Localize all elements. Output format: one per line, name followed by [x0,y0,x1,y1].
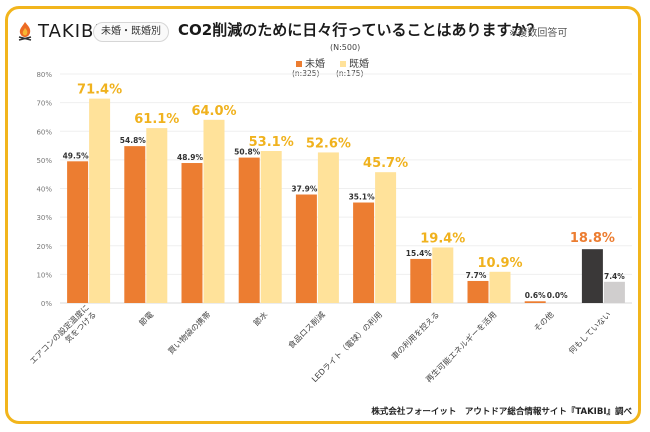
y-tick-label: 70% [36,100,52,108]
y-tick-label: 60% [36,128,52,136]
data-label-unmarried: 50.8% [234,148,261,157]
data-label-unmarried: 15.4% [406,249,433,258]
data-label-married: 61.1% [134,112,179,127]
bar-married [146,128,168,303]
data-label-unmarried: 35.1% [349,193,376,202]
x-tick-label: 節水 [251,309,269,327]
x-tick-label-line: 買い物袋の携帯 [166,309,213,356]
x-tick-label: 買い物袋の携帯 [166,309,213,356]
x-tick-label: 何もしていない [566,309,613,356]
x-tick-label: 食品ロス削減 [286,309,327,350]
bar-unmarried [467,280,489,303]
x-tick-label-line: その他 [532,309,556,333]
y-tick-label: 10% [36,271,52,279]
data-label-unmarried: 18.8% [570,231,615,246]
y-tick-label: 0% [41,300,52,308]
data-label-married: 7.4% [604,272,625,281]
y-tick-label: 80% [36,71,52,79]
segment-badge: 未婚・既婚別 [93,22,169,42]
x-tick-label-line: 節電 [137,309,155,327]
source-credit: 株式会社フォーイット アウトドア総合情報サイト『TAKIBI』調べ [371,407,632,417]
y-tick-label: 50% [36,157,52,165]
data-label-married: 53.1% [249,135,294,150]
bar-married [603,281,625,303]
bar-unmarried [181,163,203,303]
data-label-unmarried: 48.9% [177,153,204,162]
bar-unmarried [295,194,317,303]
bar-married [489,271,511,303]
legend-label-married: 既婚 [349,59,369,70]
data-label-married: 52.6% [306,136,351,151]
bar-unmarried [67,161,89,303]
data-label-married: 45.7% [363,156,408,171]
legend-label-unmarried: 未婚 [305,59,325,70]
x-tick-label-line: 節水 [251,309,269,327]
data-label-married: 0.0% [547,291,568,300]
x-tick-label: 節電 [137,309,155,327]
data-label-married: 64.0% [191,104,236,119]
legend-item-unmarried: 未婚 [296,55,325,70]
data-label-unmarried: 7.7% [466,271,487,280]
multiple-answer-note: ※複数回答可 [509,28,568,39]
data-label-unmarried: 37.9% [291,185,318,194]
bar-married [203,119,225,303]
bar-married [317,152,339,303]
x-tick-label-line: 何もしていない [566,309,613,356]
bar-unmarried [238,157,260,303]
x-tick-label: 車の利用を控える [389,309,441,361]
bar-married [89,98,111,304]
x-tick-label-line: 車の利用を控える [389,309,441,361]
legend-item-married: 既婚 [340,55,369,70]
chart-title: CO2削減のために日々行っていることはありますか？ [178,21,542,39]
x-tick-label: その他 [532,309,556,333]
data-label-unmarried: 49.5% [63,151,90,160]
data-label-unmarried: 0.6% [525,291,546,300]
y-tick-label: 20% [36,243,52,251]
bar-unmarried [353,202,375,303]
data-label-married: 10.9% [477,256,522,271]
bar-married [375,172,397,303]
x-tick-label-line: 食品ロス削減 [286,309,327,350]
bar-married [260,151,282,303]
y-tick-label: 30% [36,214,52,222]
sample-size: (N:500) [330,43,361,52]
bar-unmarried [524,301,546,303]
brand-name: TAKIBI [38,20,101,42]
bar-unmarried [581,249,603,303]
bar-unmarried [410,258,432,303]
bar-married [432,247,454,303]
legend-swatch-married [340,61,346,67]
data-label-married: 71.4% [77,83,122,98]
data-label-unmarried: 54.8% [120,136,147,145]
y-tick-label: 40% [36,186,52,194]
brand-logo: TAKIBI [16,20,101,42]
campfire-icon [18,22,32,41]
data-label-married: 19.4% [420,231,465,246]
legend-swatch-unmarried [296,61,302,67]
bar-unmarried [124,146,146,303]
x-tick-label-line: エアコンの設定温度に [27,302,91,366]
